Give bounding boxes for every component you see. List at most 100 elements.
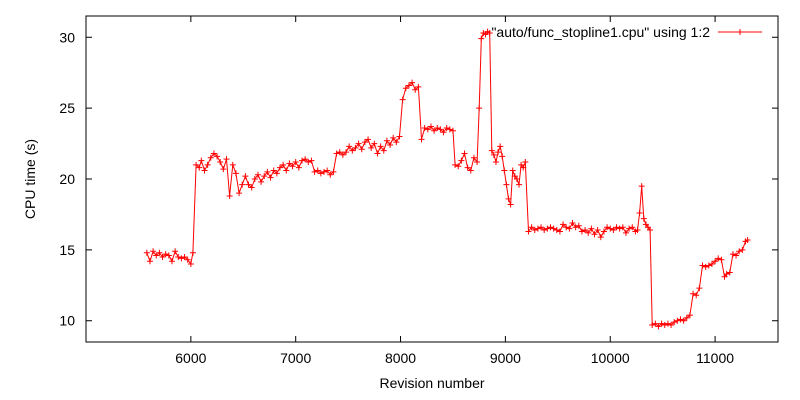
data-point	[591, 231, 598, 238]
data-point	[520, 164, 527, 171]
data-point	[563, 224, 570, 231]
data-point	[507, 201, 514, 208]
data-point	[619, 224, 626, 231]
data-point	[412, 86, 419, 93]
data-point	[184, 256, 191, 263]
data-point	[431, 127, 438, 134]
data-point	[387, 141, 394, 148]
data-point	[613, 224, 620, 231]
data-point	[421, 124, 428, 131]
data-point	[708, 261, 715, 268]
data-point	[311, 168, 318, 175]
data-point	[509, 167, 516, 174]
data-point	[499, 153, 506, 160]
data-point	[258, 178, 265, 185]
x-tick-label: 9000	[490, 350, 521, 366]
data-point	[474, 158, 481, 165]
data-point	[604, 224, 611, 231]
data-point	[434, 124, 441, 131]
data-point	[547, 224, 554, 231]
data-point	[402, 85, 409, 92]
data-point	[739, 246, 746, 253]
data-point	[560, 221, 567, 228]
data-point	[503, 181, 510, 188]
data-point	[516, 181, 523, 188]
data-point	[636, 210, 643, 217]
data-point	[550, 225, 557, 232]
data-point	[393, 139, 400, 146]
data-point	[658, 320, 665, 327]
data-point	[156, 249, 163, 256]
data-point	[569, 219, 576, 226]
data-point	[634, 227, 641, 234]
data-point	[424, 126, 431, 133]
data-point	[649, 321, 656, 328]
data-point	[541, 227, 548, 234]
data-point	[286, 160, 293, 167]
data-point	[677, 316, 684, 323]
x-tick-label: 11000	[696, 350, 734, 366]
data-point	[513, 176, 520, 182]
data-point	[187, 261, 194, 268]
data-point	[744, 236, 751, 243]
data-point	[629, 224, 636, 231]
y-tick-label: 10	[59, 313, 75, 329]
data-point	[531, 227, 538, 234]
data-point	[358, 146, 365, 153]
data-point	[317, 170, 324, 177]
x-tick-label: 8000	[385, 350, 416, 366]
data-point	[736, 248, 743, 255]
data-point	[210, 150, 217, 157]
data-point	[390, 134, 397, 141]
data-point	[143, 249, 150, 256]
x-tick-label: 7000	[280, 350, 311, 366]
data-point	[492, 158, 499, 165]
data-point	[162, 251, 169, 258]
data-point	[346, 143, 353, 150]
data-point	[292, 158, 299, 165]
data-point	[327, 171, 334, 178]
data-point	[355, 140, 362, 147]
data-point	[220, 166, 227, 173]
data-point	[696, 285, 703, 292]
data-point	[314, 167, 321, 174]
data-point	[349, 147, 356, 154]
data-point	[405, 82, 412, 89]
data-point	[270, 167, 277, 174]
data-point	[661, 321, 668, 328]
tick-labels: 6000 7000 8000 9000 10000 11000 10 15 20 25 30	[59, 29, 734, 366]
data-point	[168, 258, 175, 265]
data-point	[461, 150, 468, 157]
y-tick-label: 30	[59, 29, 75, 45]
data-point	[440, 129, 447, 136]
data-point	[175, 253, 182, 260]
data-point	[399, 96, 406, 103]
data-point	[245, 181, 252, 188]
data-point	[295, 164, 302, 171]
data-point	[207, 154, 214, 161]
data-point	[683, 314, 690, 321]
data-point	[715, 255, 722, 262]
data-point	[365, 136, 372, 143]
data-point	[214, 153, 221, 160]
data-point	[261, 173, 268, 180]
data-point	[594, 227, 601, 234]
data-point	[702, 263, 709, 270]
data-point	[452, 161, 459, 168]
data-point	[172, 248, 179, 255]
data-point	[505, 195, 512, 202]
data-point	[712, 258, 719, 265]
data-point	[330, 168, 337, 175]
data-point	[267, 174, 274, 181]
y-tick-label: 15	[59, 242, 75, 258]
data-point	[251, 176, 258, 182]
data-point	[201, 167, 208, 174]
data-point	[374, 150, 381, 157]
data-point	[490, 151, 497, 158]
data-point	[690, 290, 697, 297]
data-point	[361, 139, 368, 146]
data-point	[181, 253, 188, 260]
data-point	[383, 137, 390, 144]
data-point	[321, 168, 328, 175]
